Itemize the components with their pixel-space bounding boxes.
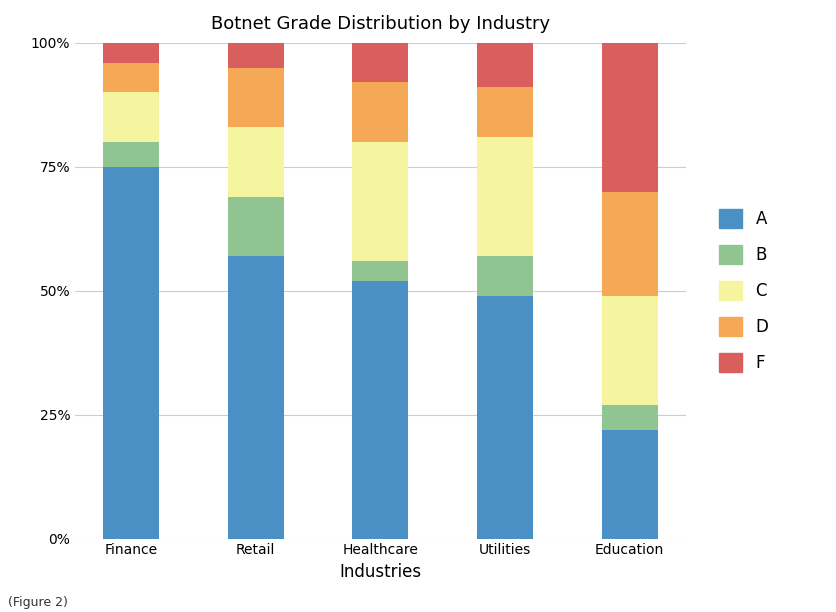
Bar (602, 296, 658, 405)
Legend: A, B, C, D, F: A, B, C, D, F (712, 203, 775, 379)
Bar (352, 281, 409, 539)
Bar (227, 196, 283, 256)
Bar (602, 405, 658, 430)
Bar (227, 127, 283, 196)
Bar (602, 192, 658, 296)
Bar (477, 296, 533, 539)
Bar (227, 67, 283, 127)
Bar (477, 88, 533, 137)
Bar (352, 142, 409, 261)
X-axis label: Industries: Industries (339, 563, 421, 581)
Bar (103, 92, 159, 142)
Text: (Figure 2): (Figure 2) (8, 596, 69, 609)
Bar (352, 43, 409, 83)
Title: Botnet Grade Distribution by Industry: Botnet Grade Distribution by Industry (211, 15, 550, 33)
Bar (227, 256, 283, 539)
Bar (477, 43, 533, 88)
Bar (602, 430, 658, 539)
Bar (103, 166, 159, 539)
Bar (352, 261, 409, 281)
Bar (352, 83, 409, 142)
Bar (103, 62, 159, 92)
Bar (477, 137, 533, 256)
Bar (103, 43, 159, 62)
Bar (602, 43, 658, 192)
Bar (477, 256, 533, 296)
Bar (227, 43, 283, 67)
Bar (103, 142, 159, 166)
